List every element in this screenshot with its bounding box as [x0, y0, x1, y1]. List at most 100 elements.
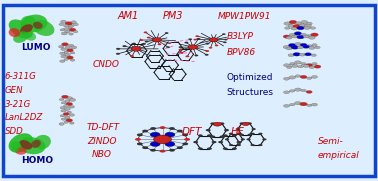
Circle shape: [150, 149, 156, 152]
Circle shape: [210, 136, 215, 138]
Circle shape: [70, 98, 76, 101]
Circle shape: [66, 119, 73, 122]
Circle shape: [303, 45, 310, 48]
Circle shape: [209, 38, 218, 42]
Circle shape: [207, 134, 212, 137]
Ellipse shape: [9, 28, 20, 37]
Circle shape: [68, 25, 74, 28]
Circle shape: [68, 44, 74, 47]
Circle shape: [70, 52, 75, 54]
Circle shape: [301, 20, 308, 24]
Circle shape: [212, 141, 217, 143]
Circle shape: [73, 31, 78, 33]
Circle shape: [292, 65, 298, 68]
Circle shape: [71, 46, 77, 49]
Circle shape: [305, 53, 311, 56]
Circle shape: [65, 116, 70, 119]
Circle shape: [69, 33, 73, 35]
Ellipse shape: [21, 16, 36, 28]
Text: CNDO: CNDO: [93, 60, 119, 69]
Circle shape: [150, 132, 160, 137]
Circle shape: [295, 75, 301, 77]
Circle shape: [177, 146, 183, 149]
Circle shape: [288, 54, 294, 57]
Circle shape: [59, 45, 64, 48]
Circle shape: [195, 35, 199, 37]
Circle shape: [288, 24, 294, 27]
Circle shape: [131, 47, 141, 51]
Circle shape: [294, 102, 301, 105]
Circle shape: [64, 108, 70, 110]
Circle shape: [67, 56, 73, 59]
Circle shape: [116, 53, 120, 55]
Circle shape: [307, 77, 312, 79]
Circle shape: [169, 127, 175, 130]
Text: HF: HF: [231, 127, 244, 137]
Circle shape: [198, 148, 203, 150]
Circle shape: [61, 32, 67, 35]
Ellipse shape: [11, 146, 19, 152]
Circle shape: [283, 45, 290, 49]
Circle shape: [197, 38, 200, 40]
Circle shape: [62, 95, 68, 98]
Circle shape: [298, 65, 303, 68]
Ellipse shape: [9, 133, 33, 153]
Circle shape: [301, 33, 307, 36]
Circle shape: [154, 135, 171, 144]
Circle shape: [294, 32, 302, 35]
Circle shape: [248, 134, 252, 136]
Text: Structures: Structures: [227, 88, 274, 97]
Circle shape: [295, 42, 301, 45]
Text: Semi-: Semi-: [318, 137, 343, 146]
Ellipse shape: [19, 140, 32, 150]
Circle shape: [240, 122, 244, 124]
Ellipse shape: [33, 22, 43, 29]
Circle shape: [294, 61, 301, 64]
Circle shape: [297, 35, 304, 39]
Circle shape: [60, 115, 65, 117]
Circle shape: [64, 105, 69, 107]
Circle shape: [303, 65, 309, 68]
Circle shape: [311, 75, 318, 78]
Text: MPW1PW91: MPW1PW91: [217, 12, 271, 21]
Circle shape: [59, 98, 64, 101]
Circle shape: [306, 64, 313, 67]
Circle shape: [258, 144, 263, 146]
Circle shape: [232, 148, 237, 150]
Circle shape: [60, 60, 65, 62]
Circle shape: [306, 35, 313, 38]
Circle shape: [60, 20, 67, 23]
Circle shape: [64, 24, 69, 27]
Circle shape: [65, 46, 70, 49]
Circle shape: [69, 106, 74, 108]
Circle shape: [311, 54, 316, 56]
Circle shape: [222, 33, 226, 35]
Circle shape: [284, 22, 291, 25]
Circle shape: [64, 51, 68, 53]
Ellipse shape: [34, 135, 51, 149]
Ellipse shape: [15, 148, 26, 155]
Circle shape: [284, 104, 290, 107]
Circle shape: [73, 23, 78, 26]
Circle shape: [65, 22, 73, 25]
Circle shape: [132, 43, 136, 45]
Circle shape: [206, 43, 209, 45]
Circle shape: [300, 75, 307, 79]
Text: PM3: PM3: [163, 11, 183, 21]
Circle shape: [250, 144, 255, 146]
Ellipse shape: [19, 137, 45, 154]
Circle shape: [237, 144, 241, 146]
Circle shape: [289, 20, 297, 24]
Circle shape: [306, 90, 312, 93]
Circle shape: [139, 39, 143, 41]
Text: LUMO: LUMO: [21, 43, 50, 52]
Circle shape: [223, 41, 227, 43]
Circle shape: [300, 102, 307, 106]
Circle shape: [237, 133, 241, 135]
Circle shape: [184, 42, 188, 43]
Ellipse shape: [20, 14, 48, 33]
Circle shape: [293, 24, 301, 28]
Circle shape: [209, 47, 212, 49]
Circle shape: [296, 22, 302, 25]
Circle shape: [59, 23, 64, 26]
